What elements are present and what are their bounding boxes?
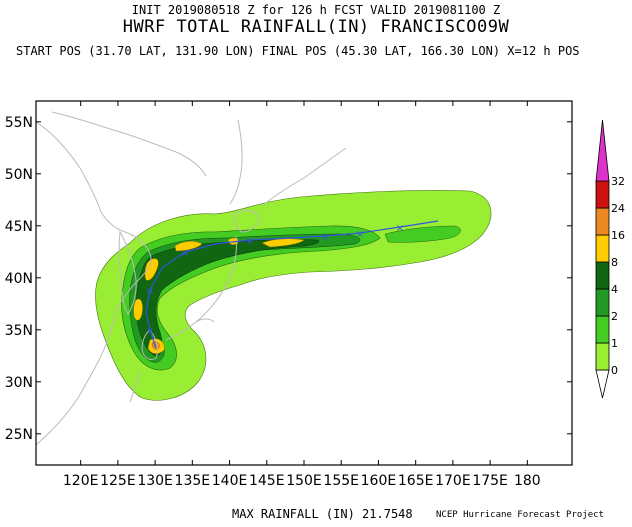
track-mark-36h: × (181, 248, 189, 259)
lon-tick-label: 180 (514, 473, 541, 489)
lat-tick-label: 35N (5, 323, 33, 339)
legend-label: 2 (611, 310, 618, 323)
ryukyu-islands (129, 371, 141, 403)
rain-contour-1b (384, 225, 461, 243)
rain-contour-8d (133, 298, 143, 321)
legend-swatch (595, 234, 610, 263)
max-rainfall: MAX RAINFALL (IN) 21.7548 (232, 507, 413, 521)
korea-coastline (118, 230, 137, 315)
legend-label: 24 (611, 202, 625, 215)
axis-ticks (36, 101, 572, 465)
init-time-line: INIT 2019080518 Z for 126 h FCST VALID 2… (131, 3, 501, 17)
storm-track: × × × × × × × (145, 220, 439, 349)
lon-tick-label: 120E (63, 473, 99, 489)
latitude-labels: 55N 50N 45N 40N 35N 30N 25N (5, 115, 33, 443)
lon-tick-label: 170E (435, 473, 471, 489)
coastlines (36, 111, 347, 446)
source-credit: NCEP Hurricane Forecast Project (436, 510, 604, 520)
start-final-positions: START POS (31.70 LAT, 131.90 LON) FINAL … (16, 44, 580, 58)
japan-kyushu (141, 329, 159, 361)
rain-contour-8a (261, 238, 305, 248)
legend-bottom-tip (595, 369, 610, 399)
track-mark-72h: × (356, 229, 364, 240)
track-mark-84h: × (396, 223, 404, 234)
longitude-labels: 120E 125E 130E 135E 140E 145E 150E 155E 160E 165E… (63, 473, 541, 489)
lon-tick-label: 125E (100, 473, 136, 489)
rainfall-field (95, 190, 492, 401)
rain-contour-8b (174, 241, 203, 252)
lon-tick-label: 150E (286, 473, 322, 489)
lon-tick-label: 130E (137, 473, 173, 489)
map-title: HWRF TOTAL RAINFALL(IN) FRANCISCO09W (122, 17, 510, 37)
legend-label: 16 (611, 229, 625, 242)
legend-label: 32 (611, 175, 625, 188)
lat-tick-label: 30N (5, 375, 33, 391)
track-mark-48h: × (246, 236, 254, 247)
lon-tick-label: 175E (472, 473, 508, 489)
lat-tick-label: 25N (5, 427, 33, 443)
rain-contour-8f (227, 237, 239, 245)
japan-hokkaido (233, 210, 261, 233)
japan-honshu (165, 235, 237, 341)
lat-tick-label: 40N (5, 271, 33, 287)
sakhalin (229, 119, 243, 205)
legend-label: 1 (611, 337, 618, 350)
track-mark-60h: × (321, 232, 329, 243)
legend-swatch (595, 342, 610, 371)
rain-contour-8c (144, 258, 159, 281)
legend-top-tip (595, 119, 610, 182)
lat-tick-label: 50N (5, 167, 33, 183)
track-mark-12h: × (146, 326, 154, 337)
legend-swatch (595, 207, 610, 236)
legend-label: 8 (611, 256, 618, 269)
lat-tick-label: 55N (5, 115, 33, 131)
legend-swatch (595, 288, 610, 317)
lon-tick-label: 155E (323, 473, 359, 489)
lon-tick-label: 145E (249, 473, 285, 489)
legend-swatch (595, 180, 610, 209)
legend-swatch (595, 261, 610, 290)
lat-tick-label: 45N (5, 219, 33, 235)
lon-tick-label: 165E (398, 473, 434, 489)
legend-label: 4 (611, 283, 618, 296)
kuril-kamchatka (261, 147, 347, 207)
lon-tick-label: 160E (361, 473, 397, 489)
lon-tick-label: 135E (175, 473, 211, 489)
legend-label: 0 (611, 364, 618, 377)
lon-tick-label: 140E (212, 473, 248, 489)
asia-coastline (36, 121, 152, 446)
track-line (145, 220, 439, 349)
track-mark-24h: × (146, 286, 154, 297)
legend-swatch (595, 315, 610, 344)
north-border (51, 111, 207, 177)
